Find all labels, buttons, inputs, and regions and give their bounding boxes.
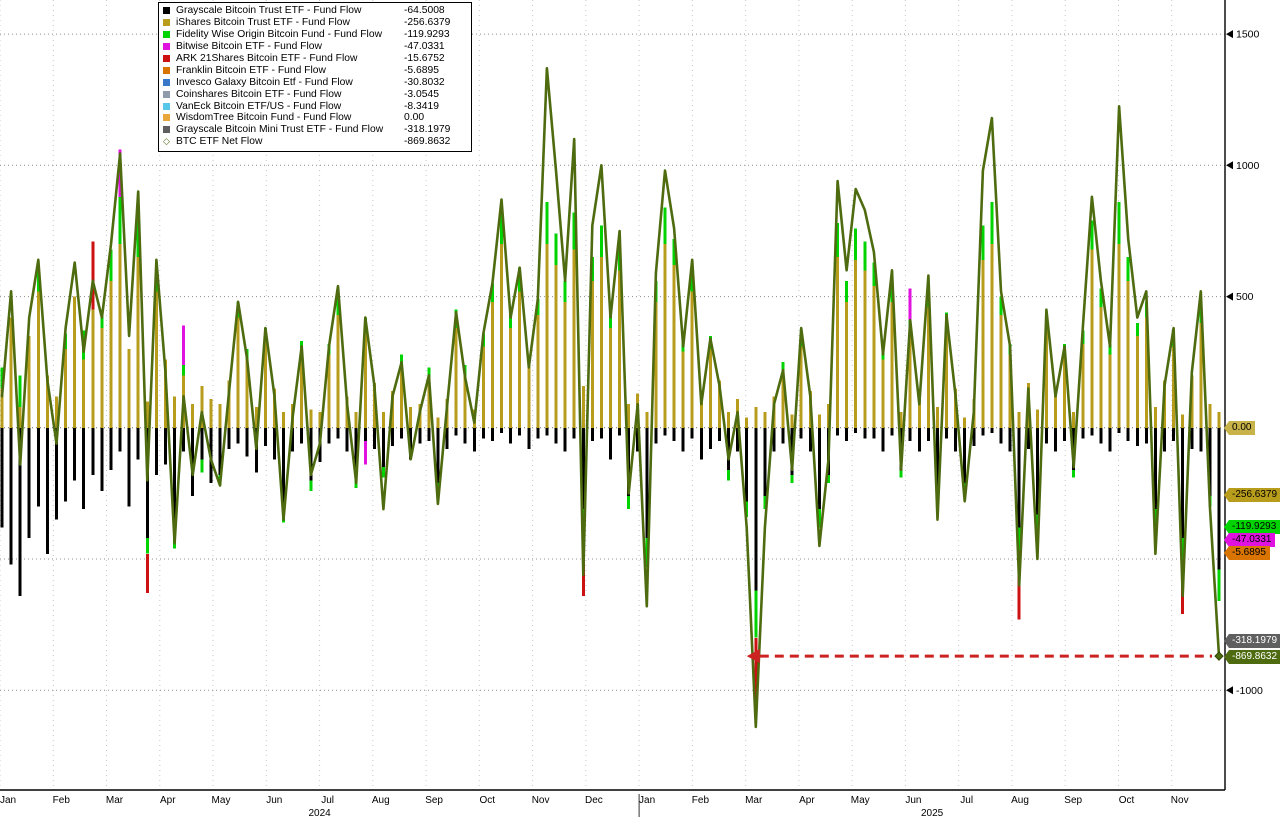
legend-label: Coinshares Bitcoin ETF - Fund Flow bbox=[176, 88, 342, 100]
month-label: Jun bbox=[266, 795, 282, 806]
month-label: Sep bbox=[425, 795, 443, 806]
legend-item: Grayscale Bitcoin Mini Trust ETF - Fund … bbox=[163, 124, 466, 136]
month-label: Feb bbox=[53, 795, 71, 806]
x-axis-labels: Jan Feb Mar Apr May Jun Jul Aug Sep Oct Nov Dec Jan F… bbox=[0, 794, 1189, 817]
month-label: Feb bbox=[692, 795, 710, 806]
legend-color-swatch bbox=[163, 90, 170, 98]
legend-label: ARK 21Shares Bitcoin ETF - Fund Flow bbox=[176, 53, 358, 64]
legend-item: Franklin Bitcoin ETF - Fund Flow -5.6895 bbox=[163, 64, 466, 76]
net-flow-line bbox=[0, 66, 1221, 729]
legend-label: Bitwise Bitcoin ETF - Fund Flow bbox=[176, 41, 322, 53]
legend-label: Grayscale Bitcoin Trust ETF - Fund Flow bbox=[176, 5, 362, 17]
comparison-arrow-annotation bbox=[746, 649, 1212, 664]
axis-value-badge: -256.6379 bbox=[1223, 488, 1280, 502]
legend-color-swatch bbox=[163, 31, 170, 39]
legend-item: iShares Bitcoin Trust ETF - Fund Flow -25… bbox=[163, 17, 466, 29]
legend-value: -8.3419 bbox=[404, 100, 439, 112]
year-label: 2024 bbox=[308, 808, 331, 817]
ytick-label: -1000 bbox=[1236, 685, 1263, 697]
month-label: Apr bbox=[160, 795, 176, 806]
legend-item: ARK 21Shares Bitcoin ETF - Fund Flow -15.… bbox=[163, 53, 466, 65]
ytick-label: 1000 bbox=[1236, 160, 1260, 172]
month-label: Nov bbox=[1171, 795, 1189, 806]
legend-label: WisdomTree Bitcoin Fund - Fund Flow bbox=[176, 112, 352, 124]
legend-label: VanEck Bitcoin ETF/US - Fund Flow bbox=[176, 100, 342, 112]
legend-value: -119.9293 bbox=[404, 29, 450, 41]
month-label: May bbox=[212, 795, 231, 806]
month-label: Jul bbox=[960, 795, 973, 806]
month-label: Jun bbox=[905, 795, 921, 806]
legend-value: -318.1979 bbox=[404, 124, 451, 136]
legend-label: Franklin Bitcoin ETF - Fund Flow bbox=[176, 64, 326, 76]
axis-value-badge: -47.0331 bbox=[1223, 533, 1276, 547]
month-label: Oct bbox=[1119, 795, 1135, 806]
axis-value-badge: -869.8632 bbox=[1223, 650, 1280, 664]
legend-value: 0.00 bbox=[404, 112, 425, 124]
month-label: Jan bbox=[0, 795, 16, 806]
legend-value: -869.8632 bbox=[404, 136, 451, 148]
legend-label: Fidelity Wise Origin Bitcoin Fund - Fund… bbox=[176, 29, 383, 41]
legend-color-swatch bbox=[163, 7, 170, 15]
legend-label: Grayscale Bitcoin Mini Trust ETF - Fund … bbox=[176, 124, 384, 136]
y-axis-labels: 1500 1000 500 -1000 bbox=[1226, 29, 1263, 697]
legend-color-swatch bbox=[163, 126, 170, 134]
legend-value: -15.6752 bbox=[404, 53, 445, 64]
ytick-label: 500 bbox=[1236, 291, 1254, 303]
last-point-marker bbox=[1214, 651, 1224, 661]
legend-color-swatch bbox=[163, 78, 170, 86]
axis-value-badge: 0.00 bbox=[1223, 421, 1256, 435]
month-label: Oct bbox=[480, 795, 496, 806]
axis-value-badge: -5.6895 bbox=[1224, 546, 1270, 560]
legend-item: Fidelity Wise Origin Bitcoin Fund - Fund… bbox=[163, 29, 466, 41]
axis-value-badge: -318.1979 bbox=[1223, 634, 1280, 648]
legend-color-swatch bbox=[163, 102, 170, 110]
legend-value: -30.8032 bbox=[404, 76, 445, 88]
month-label: Apr bbox=[799, 795, 815, 806]
legend-item: ◇ BTC ETF Net Flow -869.8632 bbox=[163, 136, 466, 148]
legend-value: -5.6895 bbox=[404, 64, 439, 76]
month-label: Dec bbox=[585, 795, 603, 806]
month-label: Aug bbox=[1011, 795, 1029, 806]
legend-color-swatch bbox=[163, 66, 170, 74]
legend-item: Coinshares Bitcoin ETF - Fund Flow -3.054… bbox=[163, 88, 466, 100]
fund-flow-bars bbox=[0, 149, 1221, 717]
axis-value-badge: -119.9293 bbox=[1223, 520, 1280, 534]
legend-color-swatch bbox=[163, 43, 170, 51]
legend-item: Invesco Galaxy Bitcoin Etf - Fund Flow -3… bbox=[163, 76, 466, 88]
month-label: Jan bbox=[639, 795, 655, 806]
legend-item: Bitwise Bitcoin ETF - Fund Flow -47.0331 bbox=[163, 41, 466, 53]
legend-value: -47.0331 bbox=[404, 41, 445, 53]
legend-item: WisdomTree Bitcoin Fund - Fund Flow 0.00 bbox=[163, 112, 466, 124]
month-label: Aug bbox=[372, 795, 390, 806]
legend-color-swatch bbox=[163, 55, 170, 62]
legend-item: Grayscale Bitcoin Trust ETF - Fund Flow -… bbox=[163, 5, 466, 17]
legend-item: VanEck Bitcoin ETF/US - Fund Flow -8.3419 bbox=[163, 100, 466, 112]
legend-diamond-marker: ◇ bbox=[163, 136, 170, 147]
month-label: Mar bbox=[106, 795, 124, 806]
month-label: Mar bbox=[745, 795, 763, 806]
legend-value: -64.5008 bbox=[404, 5, 445, 17]
month-label: Sep bbox=[1064, 795, 1082, 806]
legend-label: iShares Bitcoin Trust ETF - Fund Flow bbox=[176, 17, 350, 29]
month-label: Nov bbox=[532, 795, 550, 806]
month-label: Jul bbox=[321, 795, 334, 806]
month-label: May bbox=[851, 795, 870, 806]
legend-label: BTC ETF Net Flow bbox=[176, 136, 263, 148]
legend-color-swatch bbox=[163, 19, 170, 27]
legend-value: -3.0545 bbox=[404, 88, 439, 100]
legend-label: Invesco Galaxy Bitcoin Etf - Fund Flow bbox=[176, 76, 353, 88]
chart-legend: Grayscale Bitcoin Trust ETF - Fund Flow -… bbox=[158, 2, 472, 152]
legend-color-swatch bbox=[163, 114, 170, 122]
year-label: 2025 bbox=[921, 808, 944, 817]
ytick-label: 1500 bbox=[1236, 29, 1260, 41]
legend-value: -256.6379 bbox=[404, 17, 451, 29]
